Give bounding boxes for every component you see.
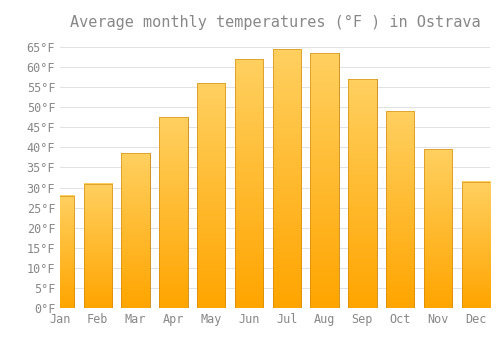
Title: Average monthly temperatures (°F ) in Ostrava: Average monthly temperatures (°F ) in Os… — [70, 15, 480, 30]
Bar — [386, 111, 414, 308]
Bar — [235, 59, 263, 308]
Bar — [348, 79, 376, 308]
Bar — [122, 153, 150, 308]
Bar — [272, 49, 301, 308]
Bar — [235, 59, 263, 308]
Bar — [197, 83, 226, 308]
Bar — [84, 183, 112, 308]
Bar — [310, 53, 339, 308]
Bar — [46, 196, 74, 308]
Bar — [310, 53, 339, 308]
Bar — [272, 49, 301, 308]
Bar — [159, 117, 188, 308]
Bar — [348, 79, 376, 308]
Bar — [197, 83, 226, 308]
Bar — [386, 111, 414, 308]
Bar — [122, 153, 150, 308]
Bar — [424, 149, 452, 308]
Bar — [159, 117, 188, 308]
Bar — [46, 196, 74, 308]
Bar — [424, 149, 452, 308]
Bar — [462, 182, 490, 308]
Bar — [84, 183, 112, 308]
Bar — [462, 182, 490, 308]
